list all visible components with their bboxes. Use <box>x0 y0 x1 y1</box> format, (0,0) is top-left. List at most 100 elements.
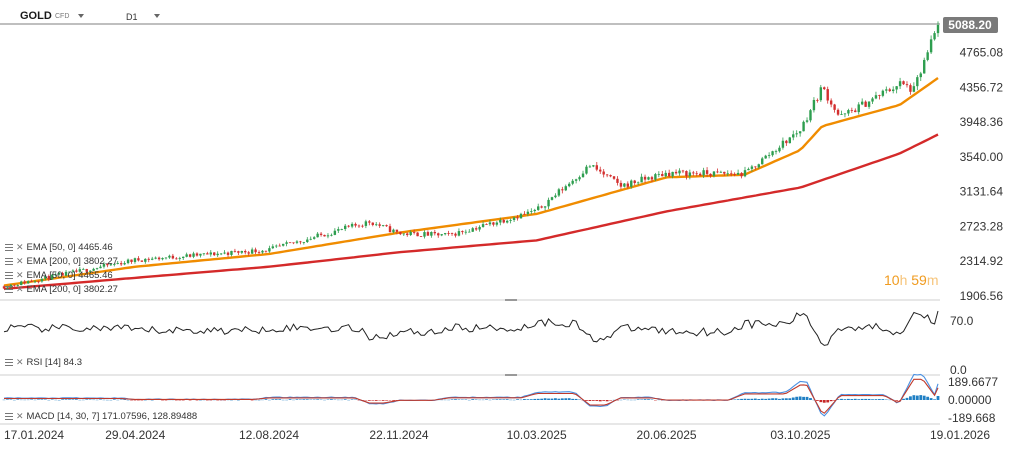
candle[interactable] <box>588 166 592 168</box>
candle[interactable] <box>78 269 82 272</box>
candle[interactable] <box>13 284 16 286</box>
candle[interactable] <box>909 85 912 92</box>
candle[interactable] <box>219 253 223 255</box>
candle[interactable] <box>271 246 275 249</box>
candle[interactable] <box>371 222 374 225</box>
candle[interactable] <box>674 171 678 174</box>
candle[interactable] <box>798 131 802 134</box>
candle[interactable] <box>685 171 688 177</box>
candle[interactable] <box>461 231 464 233</box>
rsi-label-row[interactable]: ✕ RSI [14] 84.3 <box>5 357 82 368</box>
candle[interactable] <box>733 174 736 175</box>
candle[interactable] <box>716 171 719 173</box>
candle[interactable] <box>20 281 23 286</box>
candle[interactable] <box>230 250 233 255</box>
candle[interactable] <box>719 171 723 173</box>
candle[interactable] <box>88 270 92 272</box>
candle[interactable] <box>795 133 798 135</box>
indicator-settings-icon[interactable] <box>5 413 13 420</box>
candle[interactable] <box>874 95 878 99</box>
candle[interactable] <box>392 229 395 233</box>
candle[interactable] <box>409 232 412 236</box>
candle[interactable] <box>354 223 357 226</box>
candle[interactable] <box>564 186 567 191</box>
close-icon[interactable]: ✕ <box>16 411 24 421</box>
candle[interactable] <box>423 232 426 237</box>
candle[interactable] <box>705 170 709 174</box>
candle[interactable] <box>133 258 137 262</box>
candle[interactable] <box>292 242 295 244</box>
candle[interactable] <box>388 226 392 233</box>
indicator-row[interactable]: ✕ EMA [50, 0] 4465.46 <box>5 270 113 281</box>
candle[interactable] <box>116 263 119 264</box>
candle[interactable] <box>350 223 354 227</box>
candle[interactable] <box>137 258 140 261</box>
candle[interactable] <box>657 173 661 175</box>
candle[interactable] <box>223 252 226 254</box>
candle[interactable] <box>71 270 75 272</box>
candle[interactable] <box>95 268 99 269</box>
candle[interactable] <box>519 213 523 219</box>
candle[interactable] <box>195 253 199 256</box>
candle[interactable] <box>64 271 68 276</box>
close-icon[interactable]: ✕ <box>16 256 24 266</box>
candle[interactable] <box>361 225 364 227</box>
candle[interactable] <box>288 242 292 244</box>
candle[interactable] <box>774 151 778 153</box>
candle[interactable] <box>809 110 812 121</box>
time-axis[interactable]: 17.01.2024 29.04.2024 12.08.2024 22.11.2024… <box>4 428 990 442</box>
candle[interactable] <box>730 173 733 175</box>
candle[interactable] <box>113 263 116 265</box>
candle[interactable] <box>647 177 650 180</box>
candle[interactable] <box>33 281 37 283</box>
signal-line[interactable] <box>4 378 939 414</box>
price-axis[interactable]: 1906.56 2314.92 2723.28 3131.64 3540.00 3948.… <box>943 17 1003 303</box>
candle[interactable] <box>592 165 595 167</box>
candle[interactable] <box>92 268 95 271</box>
candle[interactable] <box>709 173 712 176</box>
candle[interactable] <box>605 174 609 176</box>
candle[interactable] <box>568 183 571 187</box>
rsi-panel[interactable]: 0.0 70.0 <box>3 310 974 377</box>
candle[interactable] <box>192 253 195 257</box>
candle[interactable] <box>285 242 288 244</box>
candle[interactable] <box>833 104 836 110</box>
candle[interactable] <box>585 166 588 174</box>
candle[interactable] <box>75 270 78 272</box>
candle[interactable] <box>302 242 306 243</box>
candle[interactable] <box>182 256 185 258</box>
candle[interactable] <box>867 101 871 107</box>
candle[interactable] <box>430 232 433 236</box>
candle[interactable] <box>895 86 898 90</box>
candle[interactable] <box>747 168 750 171</box>
candle[interactable] <box>185 254 188 257</box>
candle[interactable] <box>395 229 399 232</box>
candle[interactable] <box>147 258 150 260</box>
candle[interactable] <box>537 206 540 210</box>
macd-line[interactable] <box>3 373 939 417</box>
candle[interactable] <box>550 197 554 200</box>
candle[interactable] <box>919 73 922 78</box>
timeframe-dropdown-icon[interactable] <box>154 14 160 18</box>
candle[interactable] <box>161 258 164 260</box>
candle[interactable] <box>130 259 133 262</box>
candle[interactable] <box>309 238 312 240</box>
candle[interactable] <box>254 249 257 253</box>
candle[interactable] <box>478 226 481 230</box>
candle[interactable] <box>740 172 743 177</box>
candle[interactable] <box>619 182 623 187</box>
candle[interactable] <box>502 219 505 223</box>
candle[interactable] <box>561 189 564 191</box>
pane-resize-handle[interactable] <box>505 374 517 376</box>
candle[interactable] <box>340 229 343 230</box>
candle[interactable] <box>202 253 206 255</box>
indicator-settings-icon[interactable] <box>5 359 13 366</box>
ema200-line[interactable] <box>3 133 939 291</box>
candle[interactable] <box>40 278 44 282</box>
candle[interactable] <box>812 99 816 111</box>
candle[interactable] <box>481 224 485 227</box>
candle[interactable] <box>323 234 326 237</box>
candle[interactable] <box>819 87 823 101</box>
candle[interactable] <box>2 286 6 289</box>
candle[interactable] <box>723 171 726 174</box>
